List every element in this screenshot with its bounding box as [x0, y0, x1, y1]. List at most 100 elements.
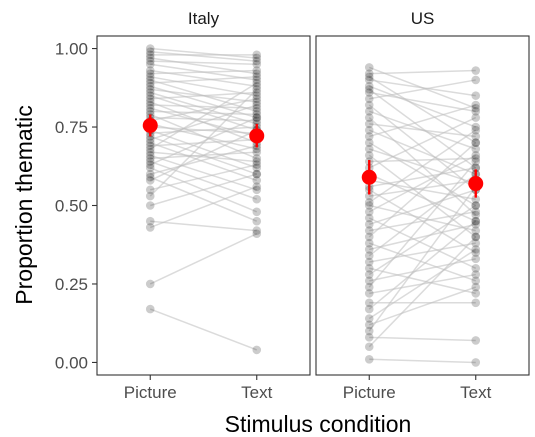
x-tick-label: Text — [241, 383, 272, 402]
subject-line — [369, 242, 476, 263]
point-picture — [145, 169, 155, 179]
point-text — [471, 298, 481, 308]
subject-line — [149, 142, 258, 182]
point-text — [471, 66, 481, 75]
subject-line — [368, 104, 477, 191]
strip-label: Italy — [188, 9, 220, 28]
subject-line — [368, 217, 477, 269]
subject-line — [368, 88, 477, 169]
subject-line — [150, 151, 257, 163]
subject-line — [368, 161, 477, 288]
subject-line — [368, 116, 477, 169]
point-picture — [145, 216, 155, 226]
strip-background — [97, 4, 310, 32]
subject-line — [368, 154, 477, 238]
subject-line — [150, 50, 257, 62]
point-text — [471, 132, 481, 141]
point-text — [471, 245, 481, 254]
subject-line — [150, 47, 257, 59]
point-picture — [364, 320, 374, 330]
point-text — [252, 50, 262, 60]
point-picture — [364, 207, 374, 217]
subject-line — [149, 116, 258, 166]
subject-line — [368, 66, 477, 109]
point-picture — [364, 263, 374, 273]
point-picture — [364, 289, 374, 298]
point-text — [252, 59, 262, 69]
point-picture — [364, 213, 374, 223]
subject-line — [368, 242, 477, 282]
subject-line — [368, 154, 477, 213]
subject-line — [150, 163, 257, 191]
point-text — [471, 220, 481, 229]
point-picture — [145, 44, 155, 53]
subject-line — [368, 173, 477, 222]
point-picture — [145, 97, 155, 107]
point-picture — [145, 72, 155, 82]
point-text — [471, 125, 481, 135]
point-picture — [364, 232, 374, 242]
point-picture — [145, 56, 155, 66]
point-picture — [145, 59, 155, 69]
point-text — [471, 226, 481, 235]
point-text — [471, 276, 481, 286]
point-picture — [145, 110, 155, 119]
point-text — [471, 157, 481, 166]
subject-line — [369, 336, 476, 342]
point-text — [471, 336, 481, 345]
point-text — [471, 194, 481, 204]
point-picture — [364, 88, 374, 97]
point-picture — [145, 176, 155, 185]
subject-line — [149, 88, 258, 197]
point-picture — [364, 314, 374, 323]
mean-point-picture — [142, 117, 158, 133]
subject-line — [368, 186, 477, 332]
subject-line — [369, 189, 476, 226]
point-text — [252, 163, 262, 173]
subject-line — [150, 126, 257, 135]
subject-line — [369, 69, 476, 75]
point-text — [471, 163, 481, 173]
point-picture — [145, 141, 155, 151]
point-picture — [145, 81, 155, 91]
point-text — [252, 160, 262, 169]
point-picture — [145, 223, 155, 232]
subject-line — [150, 69, 257, 75]
point-picture — [364, 226, 374, 235]
point-picture — [364, 125, 374, 135]
point-picture — [364, 144, 374, 154]
panel-us: US Picture Text — [315, 4, 530, 402]
point-text — [252, 107, 262, 116]
x-tick-label: Picture — [343, 383, 396, 402]
condition-means — [361, 159, 484, 198]
point-text — [471, 282, 481, 292]
point-text — [471, 150, 481, 160]
point-text — [252, 345, 262, 355]
point-text — [252, 81, 262, 91]
subject-line — [150, 154, 257, 191]
point-text — [471, 232, 481, 242]
panels-layer: Italy Picture Text US Picture Text — [96, 4, 530, 402]
point-text — [252, 72, 262, 82]
point-picture — [145, 103, 155, 113]
point-text — [471, 103, 481, 113]
point-picture — [364, 355, 374, 364]
point-picture — [364, 72, 374, 82]
point-text — [252, 94, 262, 104]
point-picture — [145, 147, 155, 157]
point-picture — [145, 94, 155, 104]
point-picture — [364, 304, 374, 314]
point-picture — [364, 270, 374, 279]
point-text — [252, 85, 262, 94]
point-picture — [145, 157, 155, 166]
point-picture — [145, 201, 155, 210]
subject-line — [150, 173, 257, 207]
point-picture — [145, 154, 155, 163]
point-text — [252, 56, 262, 66]
x-tick-label: Picture — [124, 383, 177, 402]
point-picture — [145, 185, 155, 195]
point-picture — [145, 304, 155, 314]
subject-line — [369, 211, 476, 232]
point-picture — [145, 160, 155, 169]
strip-label: US — [411, 9, 435, 28]
